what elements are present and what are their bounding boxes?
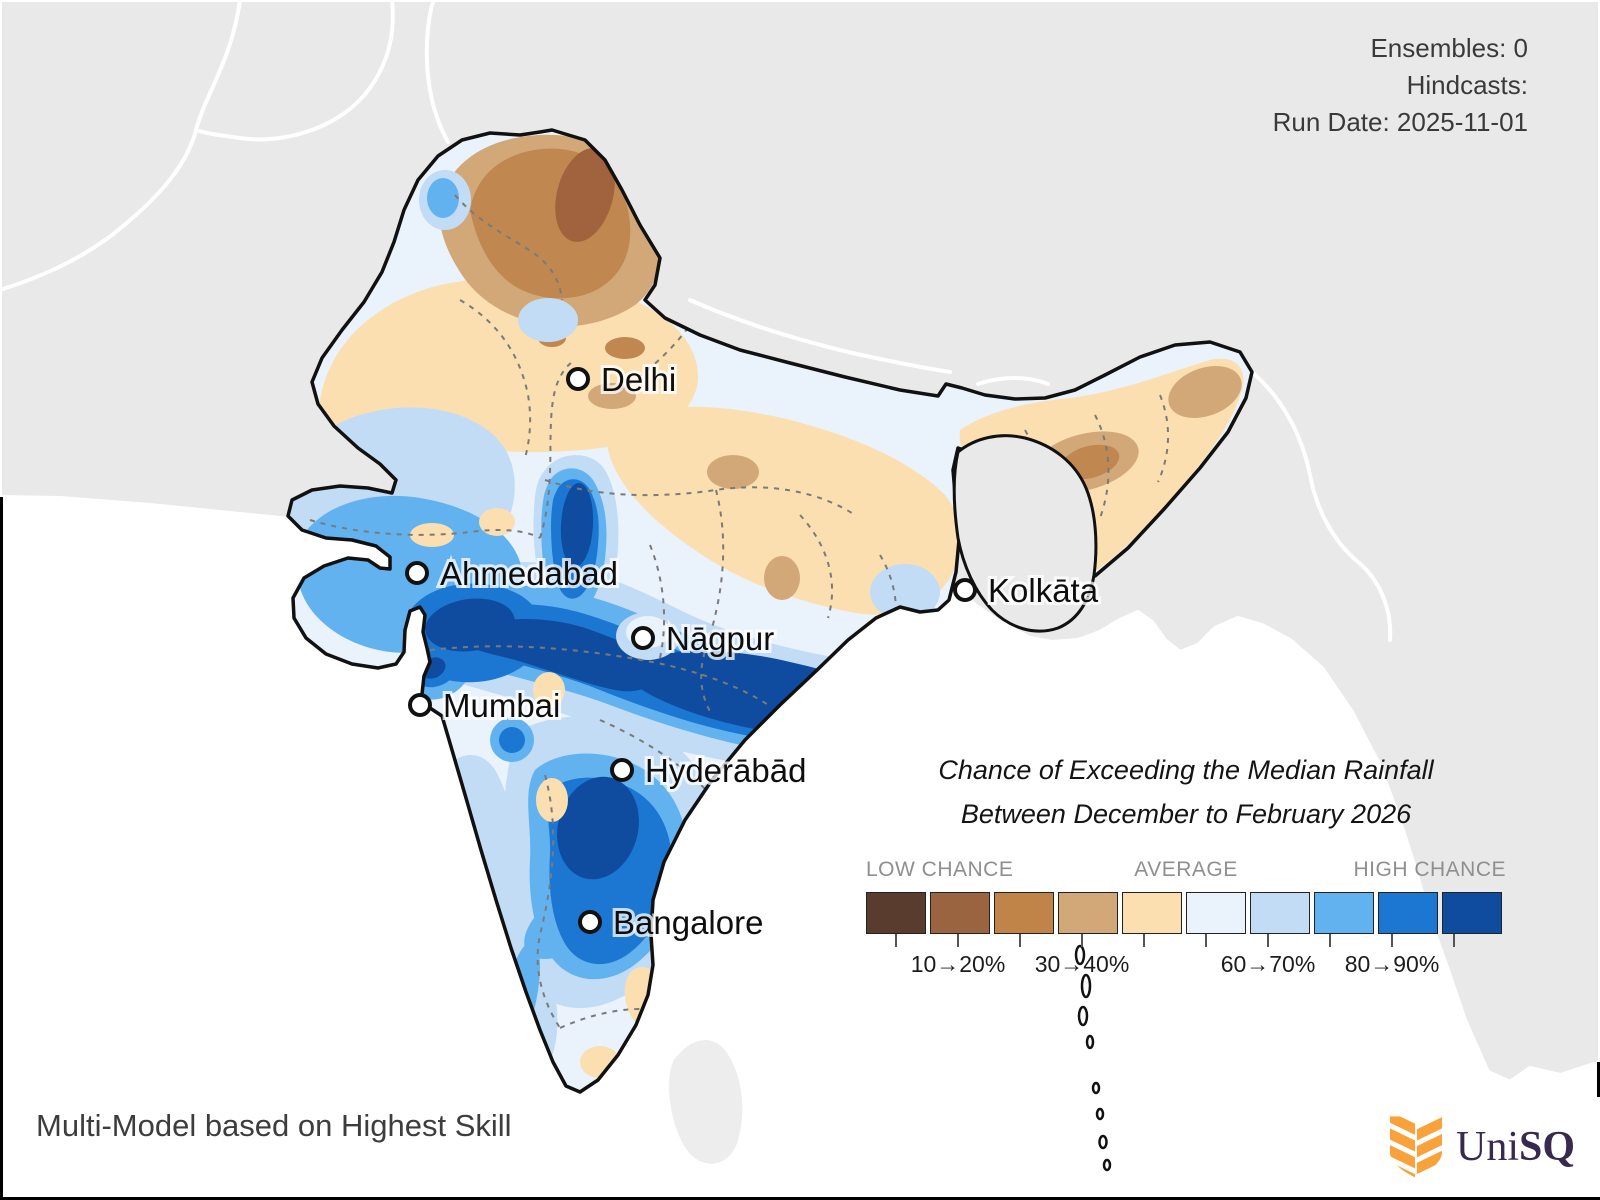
- map-title: Chance of Exceeding the Median Rainfall …: [866, 748, 1506, 836]
- city-marker-icon: [631, 626, 655, 650]
- legend-tick-label: 30→40%: [1034, 951, 1130, 977]
- unisq-wordmark: UniSQ: [1456, 1124, 1576, 1170]
- legend-swatch-3: [1058, 892, 1118, 934]
- hindcasts-text: Hindcasts:: [1406, 70, 1528, 100]
- legend-swatch-1: [930, 892, 990, 934]
- legend-low-label: LOW CHANCE: [866, 858, 1014, 881]
- legend-tick-4: [1143, 934, 1145, 947]
- legend-swatch-9: [1442, 892, 1502, 934]
- legend-swatches: [866, 892, 1506, 934]
- sri-lanka: [666, 1037, 746, 1167]
- city-mumbai: Mumbai: [408, 684, 563, 727]
- legend-swatch-2: [994, 892, 1054, 934]
- legend-tick-label: 60→70%: [1220, 951, 1316, 977]
- city-label: Delhi: [601, 361, 676, 398]
- legend-swatch-7: [1314, 892, 1374, 934]
- ensembles-text: Ensembles: 0: [1370, 33, 1528, 63]
- legend-tick-7: [1329, 934, 1331, 947]
- legend-tick-3: [1081, 934, 1083, 947]
- city-label: Bangalore: [613, 904, 763, 941]
- india-outline: [286, 128, 1254, 1094]
- legend-tick-labels: 10→20% 30→40% 60→70% 80→90%: [866, 951, 1506, 981]
- legend-tick-9: [1453, 934, 1455, 947]
- legend-tick-1: [957, 934, 959, 947]
- legend-swatch-8: [1378, 892, 1438, 934]
- legend-tick-8: [1391, 934, 1393, 947]
- legend-average-label: AVERAGE: [1134, 858, 1238, 881]
- run-date-text: Run Date: 2025-11-01: [1272, 107, 1528, 137]
- legend-tick-6: [1267, 934, 1269, 947]
- legend-high-label: HIGH CHANCE: [1353, 858, 1506, 881]
- city-marker-icon: [408, 693, 432, 717]
- legend-tick-label: 10→20%: [910, 951, 1006, 977]
- legend-tick-0: [895, 934, 897, 947]
- map-title-line2: Between December to February 2026: [960, 799, 1412, 829]
- legend-swatch-6: [1250, 892, 1310, 934]
- run-info: Ensembles: 0 Hindcasts: Run Date: 2025-1…: [1273, 30, 1528, 141]
- city-ngpur: Nāgpur: [631, 617, 777, 660]
- city-marker-icon: [566, 367, 590, 391]
- map-title-line1: Chance of Exceeding the Median Rainfall: [938, 755, 1434, 785]
- bangladesh: [952, 434, 1098, 633]
- city-label: Nāgpur: [666, 620, 774, 657]
- legend-swatch-4: [1122, 892, 1182, 934]
- city-marker-icon: [953, 578, 977, 602]
- island-chain: [1074, 944, 1112, 1172]
- legend-ticks: [866, 934, 1506, 948]
- legend-tick-2: [1019, 934, 1021, 947]
- city-marker-icon: [610, 758, 634, 782]
- city-delhi: Delhi: [566, 358, 679, 401]
- city-ahmedabad: Ahmedabad: [405, 552, 621, 595]
- legend-tick-5: [1205, 934, 1207, 947]
- legend-swatch-5: [1186, 892, 1246, 934]
- city-label: Mumbai: [443, 687, 560, 724]
- legend-swatch-0: [866, 892, 926, 934]
- city-marker-icon: [405, 561, 429, 585]
- legend-tick-label: 80→90%: [1344, 951, 1440, 977]
- city-kolkta: Kolkāta: [953, 569, 1102, 612]
- state-borders: [309, 194, 1169, 1029]
- model-note: Multi-Model based on Highest Skill: [36, 1108, 512, 1143]
- city-label: Ahmedabad: [440, 555, 618, 592]
- city-label: Kolkāta: [988, 572, 1099, 609]
- city-marker-icon: [578, 910, 602, 934]
- city-markers: Delhi Ahmedabad Kolkāta Nāgpur Mumbai Hyderāb…: [405, 358, 1102, 944]
- city-bangalore: Bangalore: [578, 901, 766, 944]
- city-hyderbd: Hyderābād: [610, 749, 809, 792]
- city-label: Hyderābād: [645, 752, 806, 789]
- unisq-logo: UniSQ: [1372, 1097, 1600, 1197]
- unisq-shield-icon: [1389, 1116, 1443, 1178]
- probability-legend: LOW CHANCE AVERAGE HIGH CHANCE 10→20% 30→…: [866, 858, 1506, 981]
